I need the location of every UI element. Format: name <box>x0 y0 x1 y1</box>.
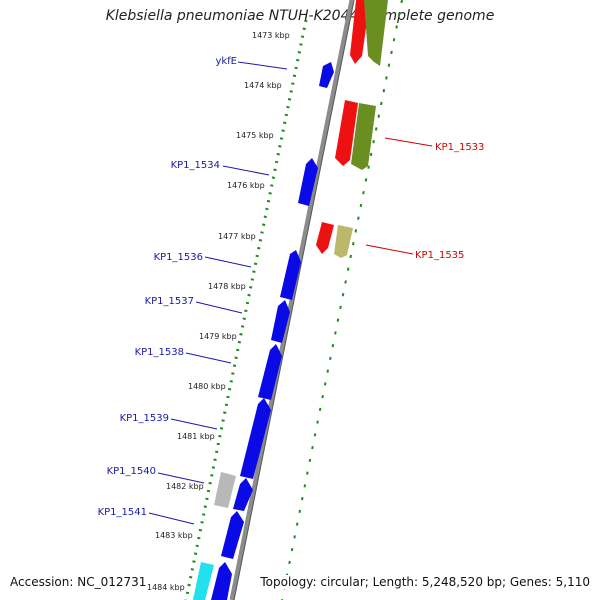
feature-olive-top[interactable] <box>364 0 388 66</box>
label-KP1-1533[interactable]: KP1_1533 <box>435 142 484 153</box>
leader-KP1-1533 <box>384 137 433 147</box>
scale-label-1478: 1478 kbp <box>208 282 246 291</box>
label-KP1-1538[interactable]: KP1_1538 <box>135 347 184 358</box>
leader-KP1-1535 <box>365 244 414 255</box>
leader-KP1-1534 <box>222 165 270 176</box>
scale-track-outer <box>281 0 403 600</box>
leader-KP1-1537 <box>195 301 243 314</box>
label-KP1-1535[interactable]: KP1_1535 <box>415 250 464 261</box>
label-KP1-1536[interactable]: KP1_1536 <box>154 252 203 263</box>
gene-KP1-1533[interactable] <box>335 100 358 166</box>
label-ykfE[interactable]: ykfE <box>215 56 237 67</box>
gene-KP1-1540b[interactable] <box>233 478 253 511</box>
gene-reverse-top[interactable] <box>350 0 370 64</box>
gene-KP1-1534[interactable] <box>298 158 318 206</box>
label-KP1-1534[interactable]: KP1_1534 <box>171 160 220 171</box>
scale-label-1474: 1474 kbp <box>244 81 282 90</box>
gene-KP1-1538[interactable] <box>258 344 282 400</box>
leader-KP1-1538 <box>185 352 232 364</box>
scale-label-1477: 1477 kbp <box>218 232 256 241</box>
accession-text: Accession: NC_012731 <box>8 575 149 589</box>
scale-label-1484: 1484 kbp <box>147 583 185 592</box>
scale-label-1483: 1483 kbp <box>155 531 193 540</box>
scale-label-1482: 1482 kbp <box>166 482 204 491</box>
scale-label-1479: 1479 kbp <box>199 332 237 341</box>
gene-KP1-1539[interactable] <box>240 398 271 479</box>
gene-next-forward[interactable] <box>211 562 232 600</box>
scale-label-1481: 1481 kbp <box>177 432 215 441</box>
feature-khaki-KP1-1535[interactable] <box>334 225 353 258</box>
map-title: Klebsiella pneumoniae NTUH-K2044, comple… <box>105 8 495 24</box>
feature-grey-KP1-1540[interactable] <box>214 472 236 508</box>
leader-KP1-1540 <box>157 472 205 484</box>
feature-cyan[interactable] <box>193 562 214 600</box>
label-KP1-1540[interactable]: KP1_1540 <box>107 466 156 477</box>
scale-label-1473: 1473 kbp <box>252 31 290 40</box>
gene-KP1-1535[interactable] <box>316 222 334 254</box>
scale-track-inner <box>184 19 308 600</box>
label-KP1-1539[interactable]: KP1_1539 <box>120 413 169 424</box>
label-KP1-1541[interactable]: KP1_1541 <box>98 507 147 518</box>
scale-label-1475: 1475 kbp <box>236 131 274 140</box>
leader-KP1-1541 <box>148 512 195 525</box>
gene-ykfE[interactable] <box>319 62 334 88</box>
gene-KP1-1537[interactable] <box>271 300 290 343</box>
leader-KP1-1536 <box>204 256 252 268</box>
genome-summary-text: Topology: circular; Length: 5,248,520 bp… <box>258 575 592 589</box>
leader-ykfE <box>237 61 288 70</box>
gene-KP1-1541[interactable] <box>221 511 244 559</box>
scale-label-1480: 1480 kbp <box>188 382 226 391</box>
leader-KP1-1539 <box>170 418 218 430</box>
label-KP1-1537[interactable]: KP1_1537 <box>145 296 194 307</box>
scale-label-1476: 1476 kbp <box>227 181 265 190</box>
gene-KP1-1536[interactable] <box>280 250 301 300</box>
genome-backbone-edge <box>233 0 355 600</box>
feature-olive-KP1-1533[interactable] <box>351 103 376 170</box>
